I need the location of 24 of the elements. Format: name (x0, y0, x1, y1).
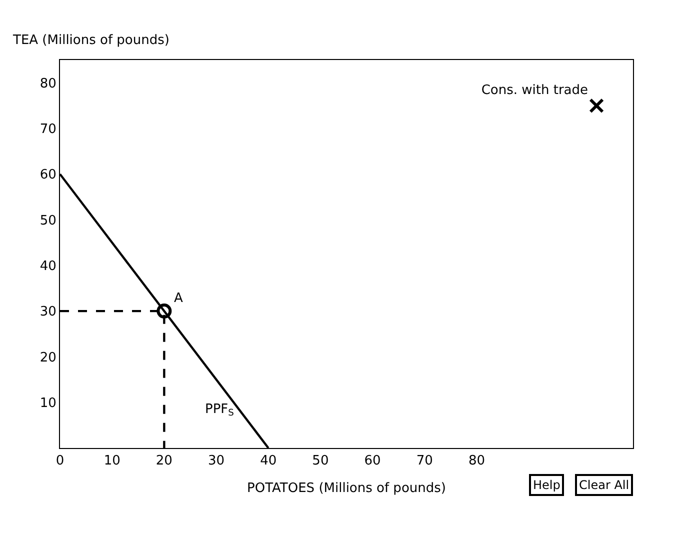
x-tick-label: 50 (312, 454, 329, 469)
x-tick-label: 30 (208, 454, 225, 469)
x-tick-label: 0 (56, 454, 64, 469)
x-tick-label: 60 (364, 454, 381, 469)
series-label: Cons. with trade (481, 82, 588, 98)
text: Help (533, 478, 560, 492)
y-tick-label: 10 (40, 396, 56, 411)
x-tick-label: 70 (416, 454, 433, 469)
annotation: PPF$_{S}$ (205, 402, 234, 419)
y-tick-label: 80 (40, 76, 56, 92)
y-tick-label: 60 (40, 168, 56, 183)
x-tick-label: 40 (260, 454, 277, 469)
y-tick-label: 20 (40, 350, 56, 366)
x-tick-label: 20 (156, 454, 172, 469)
y-tick-label: 50 (40, 213, 56, 228)
annotation: A (174, 291, 183, 306)
y-tick-label: 70 (40, 122, 56, 138)
x-axis-title: POTATOES (Millions of pounds) (247, 481, 446, 496)
text: Clear All (579, 478, 630, 492)
y-tick-label: 40 (40, 258, 56, 274)
y-tick-label: 30 (40, 304, 56, 320)
x-tick-label: 10 (104, 454, 120, 469)
x-tick-label: 80 (468, 454, 486, 469)
y-axis-title: TEA (Millions of pounds) (12, 33, 170, 48)
